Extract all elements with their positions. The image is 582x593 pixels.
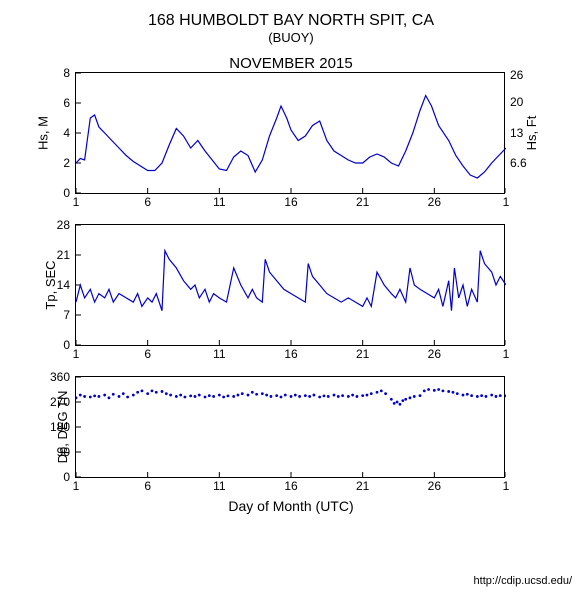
xtick-label: 16: [284, 195, 297, 209]
xtick-label: 6: [144, 195, 151, 209]
ytick-right-label: 20: [504, 95, 523, 109]
xtick-label: 11: [213, 347, 225, 361]
ytick-label: 7: [63, 308, 76, 322]
xtick-label: 6: [144, 347, 151, 361]
xtick-label: 1: [73, 195, 80, 209]
chart-tp: Tp, SEC0714212816111621261: [75, 224, 505, 346]
xtick-label: 21: [356, 347, 369, 361]
ylabel-right-hs: Hs, Ft: [524, 116, 539, 151]
xtick-label: 1: [503, 347, 510, 361]
ytick-label: 8: [63, 66, 76, 80]
xtick-label: 26: [428, 195, 441, 209]
xtick-label: 26: [428, 347, 441, 361]
ytick-label: 14: [57, 278, 76, 292]
ytick-label: 28: [57, 218, 76, 232]
xtick-label: 11: [213, 195, 225, 209]
ytick-label: 360: [50, 370, 76, 384]
ytick-right-label: 26: [504, 68, 523, 82]
ytick-label: 180: [50, 420, 76, 434]
ylabel-hs: Hs, M: [35, 116, 50, 150]
xtick-label: 1: [503, 479, 510, 493]
ytick-label: 21: [57, 248, 76, 262]
page-subtitle: (BUOY): [0, 30, 582, 45]
xtick-label: 6: [144, 479, 151, 493]
ytick-right-label: 13: [504, 126, 523, 140]
page-title: 168 HUMBOLDT BAY NORTH SPIT, CA: [0, 12, 582, 30]
xtick-label: 21: [356, 479, 369, 493]
xtick-label: 1: [73, 479, 80, 493]
xtick-label: 16: [284, 479, 297, 493]
xtick-label: 11: [213, 479, 225, 493]
month-label: NOVEMBER 2015: [0, 55, 582, 72]
ytick-right-label: 6.6: [504, 156, 527, 170]
x-axis-label: Day of Month (UTC): [0, 498, 582, 514]
ytick-label: 4: [63, 126, 76, 140]
chart-dp: Dp, DEG TN09018027036016111621261: [75, 376, 505, 478]
chart-area: Hs, MHs, Ft024686.613202616111621261 Tp, …: [75, 72, 505, 478]
xtick-label: 16: [284, 347, 297, 361]
source-url: http://cdip.ucsd.edu/: [474, 575, 572, 587]
xtick-label: 1: [73, 347, 80, 361]
chart-hs: Hs, MHs, Ft024686.613202616111621261: [75, 72, 505, 194]
ytick-label: 6: [63, 96, 76, 110]
ytick-label: 270: [50, 395, 76, 409]
ytick-label: 2: [63, 156, 76, 170]
xtick-label: 1: [503, 195, 510, 209]
xtick-label: 21: [356, 195, 369, 209]
ytick-label: 90: [57, 445, 76, 459]
xtick-label: 26: [428, 479, 441, 493]
